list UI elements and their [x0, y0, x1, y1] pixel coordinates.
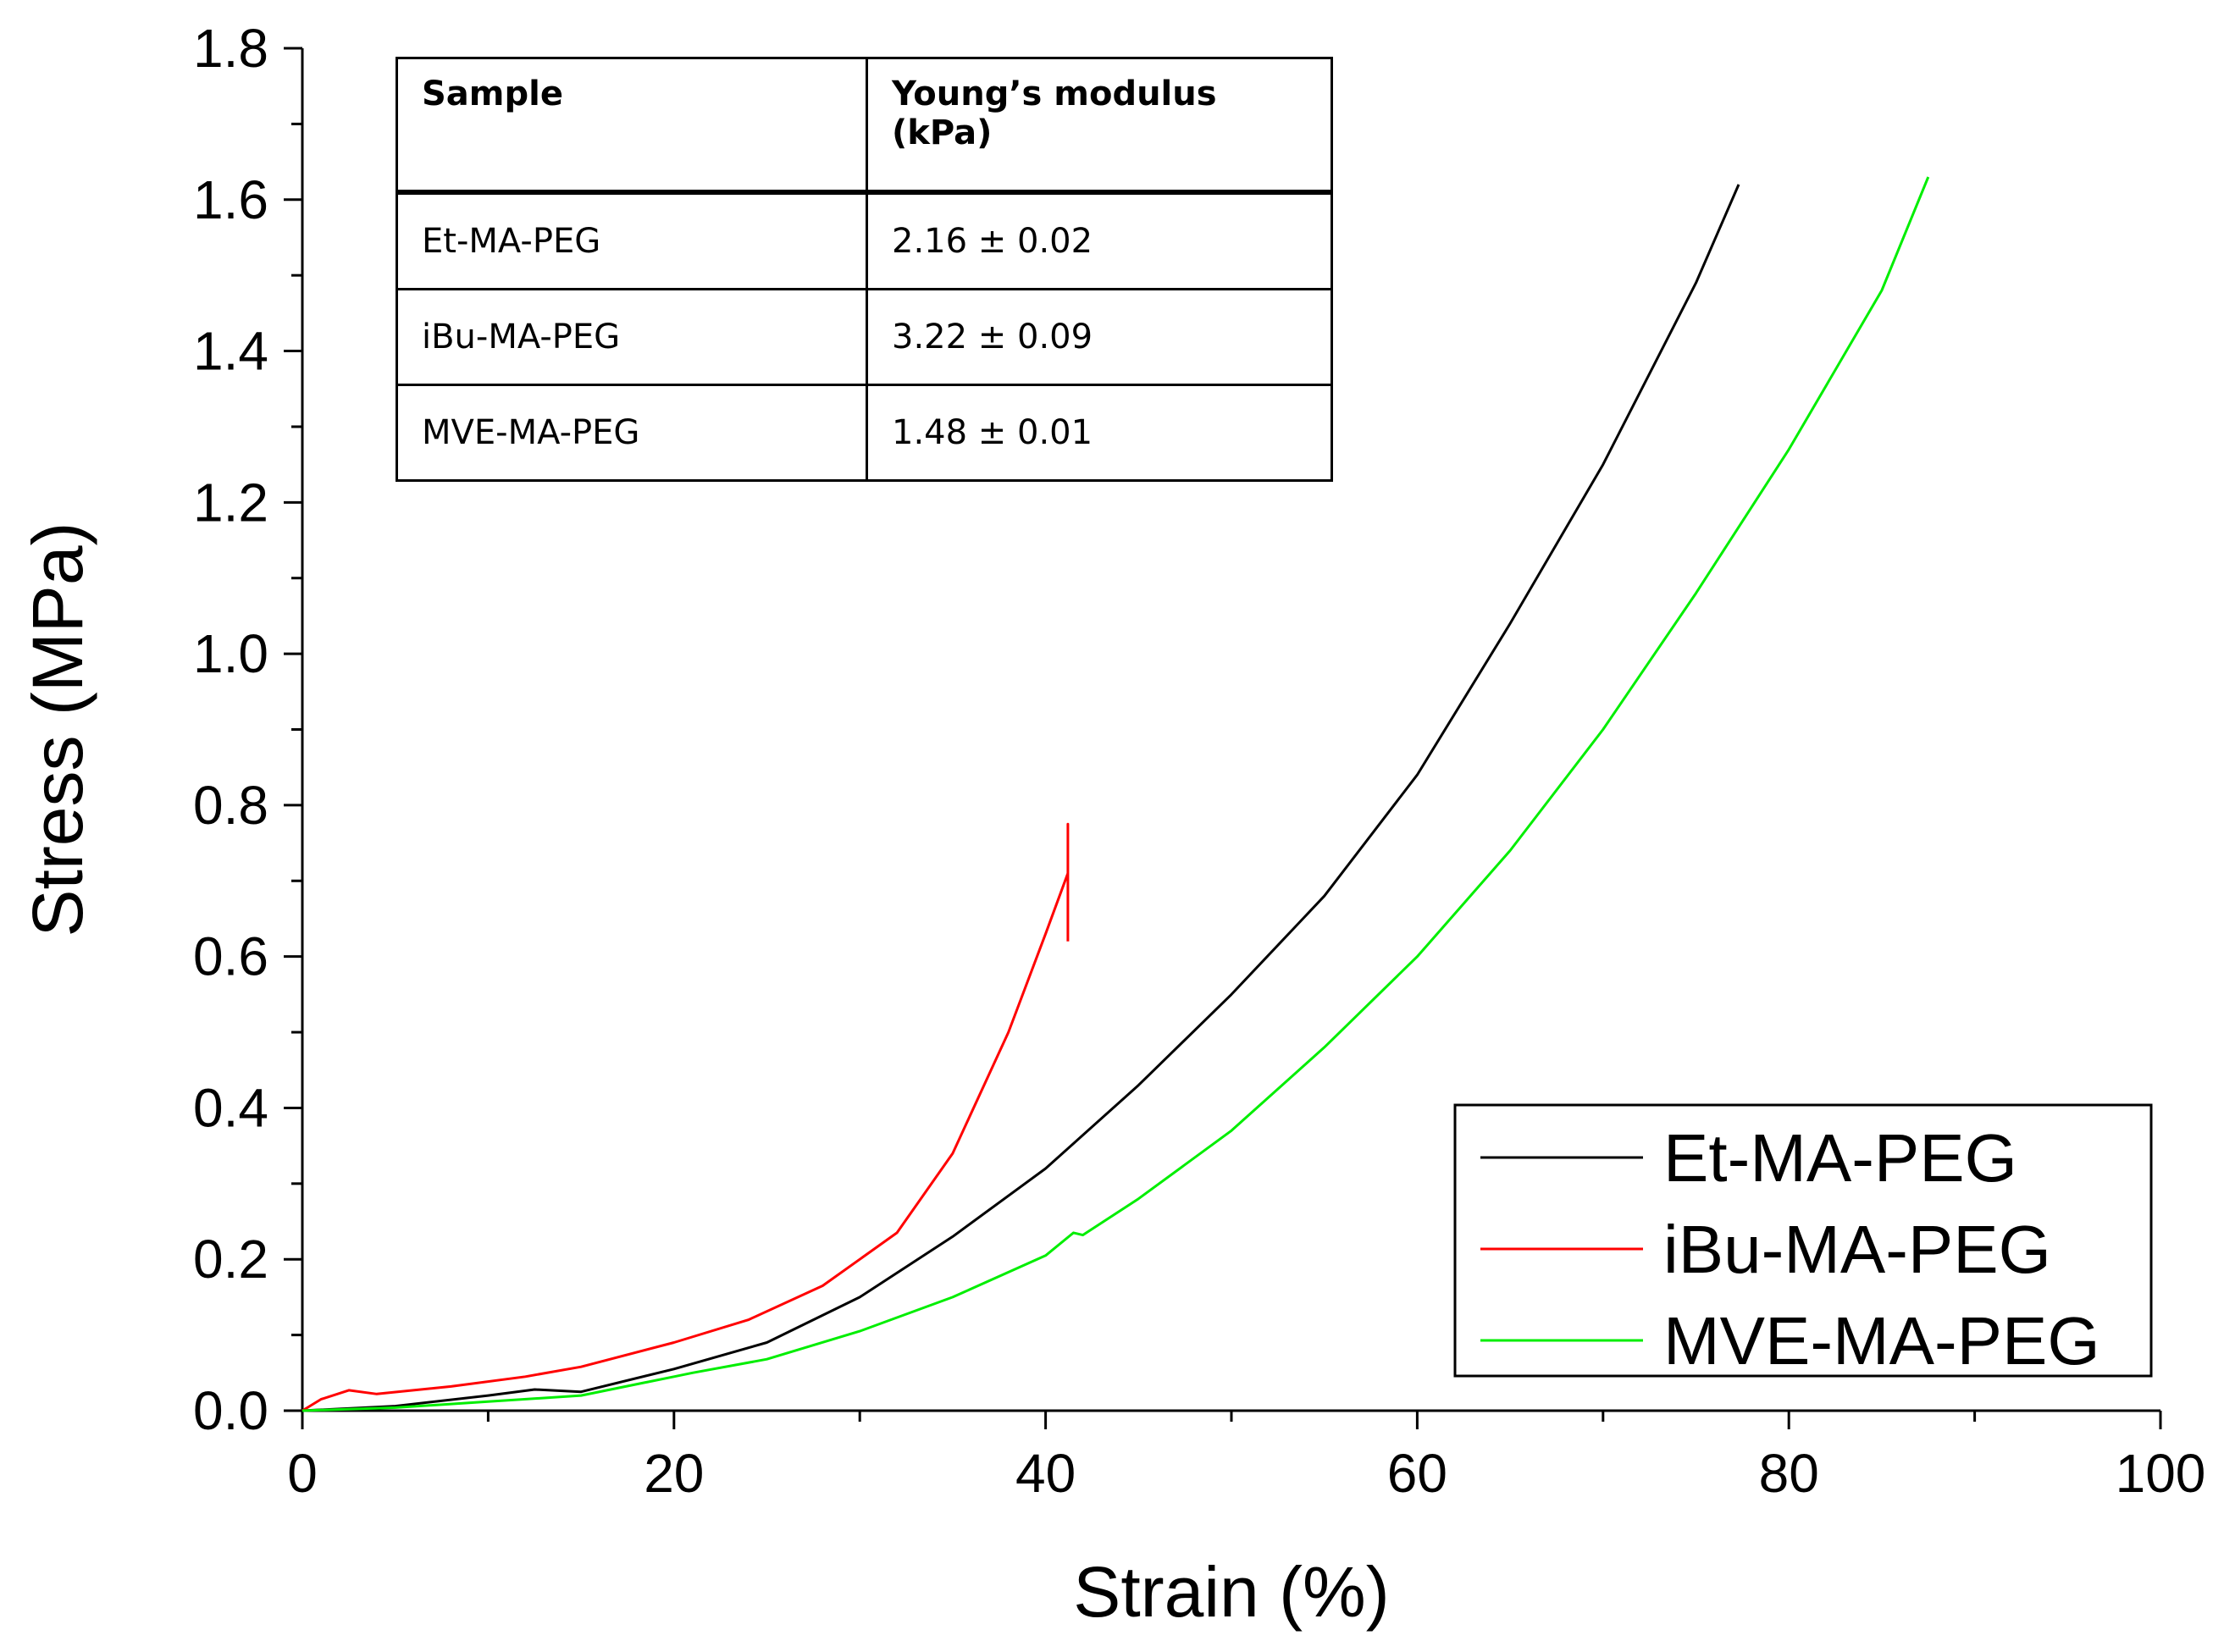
legend-label: iBu-MA-PEG — [1663, 1212, 2051, 1287]
sample-name: MVE-MA-PEG — [396, 384, 868, 482]
y-tick-label: 0.0 — [193, 1380, 268, 1441]
y-tick-label: 1.6 — [193, 169, 268, 230]
y-tick-label: 0.6 — [193, 926, 268, 987]
header-sample: Sample — [396, 57, 868, 195]
x-tick-label: 20 — [644, 1443, 704, 1504]
axes: 0 20 40 60 80 100 0.0 0.2 0.4 0.6 0.8 1.0 1.2 1.4 1.6 1… — [193, 18, 2205, 1504]
series-line-ibu-ma-peg — [302, 822, 1070, 1412]
y-tick-label: 0.4 — [193, 1077, 268, 1138]
legend-label: MVE-MA-PEG — [1663, 1303, 2100, 1379]
modulus-value: 3.22 ± 0.09 — [866, 288, 1333, 386]
modulus-value: 1.48 ± 0.01 — [866, 384, 1333, 482]
x-axis-title: Strain (%) — [1073, 1552, 1389, 1632]
x-tick-label: 60 — [1387, 1443, 1447, 1504]
x-tick-label: 80 — [1759, 1443, 1819, 1504]
sample-name: iBu-MA-PEG — [396, 288, 868, 386]
x-tick-label: 100 — [2116, 1443, 2206, 1504]
y-tick-label: 1.2 — [193, 472, 268, 533]
y-tick-label: 0.2 — [193, 1229, 268, 1290]
y-axis-title: Stress (MPa) — [18, 522, 97, 937]
table-row: Et-MA-PEG 2.16 ± 0.02 — [396, 191, 1333, 290]
legend-box — [1453, 1103, 2153, 1378]
header-youngs-modulus: Young’s modulus (kPa) — [866, 57, 1333, 195]
sample-name: Et-MA-PEG — [396, 191, 868, 290]
y-tick-label: 1.0 — [193, 623, 268, 684]
legend: Et-MA-PEG iBu-MA-PEG MVE-MA-PEG — [1453, 1103, 2153, 1379]
y-tick-label: 1.4 — [193, 321, 268, 382]
x-tick-label: 40 — [1015, 1443, 1076, 1504]
y-tick-label: 1.8 — [193, 18, 268, 79]
x-tick-label: 0 — [287, 1443, 318, 1504]
y-tick-label: 0.8 — [193, 775, 268, 836]
table-row: iBu-MA-PEG 3.22 ± 0.09 — [396, 288, 1333, 386]
table-header-row: Sample Young’s modulus (kPa) — [396, 57, 1333, 195]
table-row: MVE-MA-PEG 1.48 ± 0.01 — [396, 384, 1333, 482]
series-line-et-ma-peg — [302, 184, 1740, 1412]
legend-label: Et-MA-PEG — [1663, 1120, 2017, 1196]
youngs-modulus-table: Sample Young’s modulus (kPa) Et-MA-PEG 2… — [396, 57, 1333, 482]
series-line-mve-ma-peg — [302, 176, 1930, 1412]
modulus-value: 2.16 ± 0.02 — [866, 191, 1333, 290]
series-layer — [302, 176, 1930, 1412]
